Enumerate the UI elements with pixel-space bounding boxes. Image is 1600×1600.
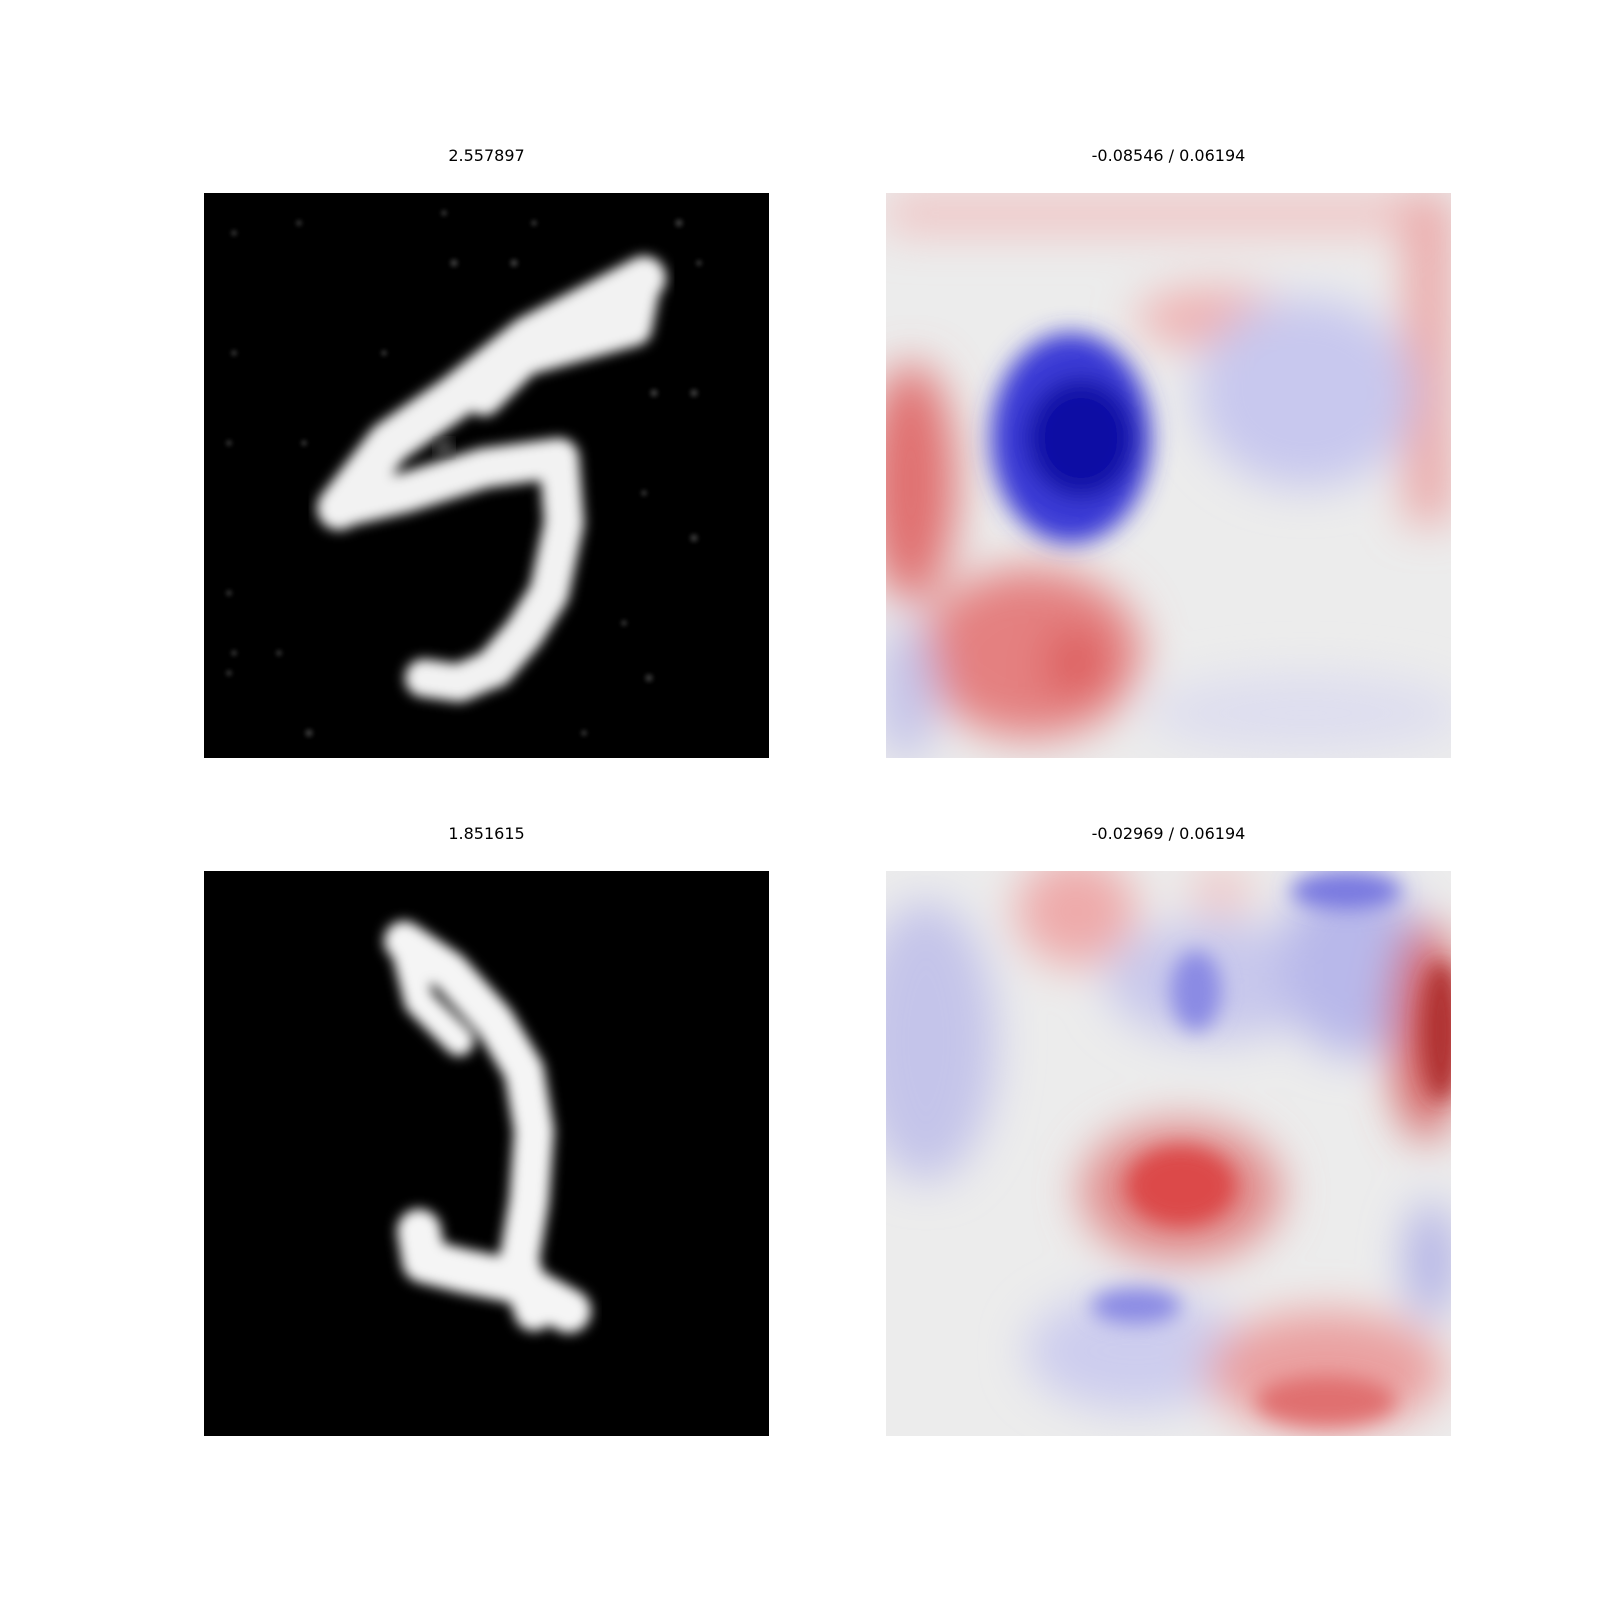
digit-five-graphic — [226, 210, 702, 737]
panel-title-bottom-right: -0.02969 / 0.06194 — [1091, 824, 1246, 843]
digit-image-five — [204, 193, 769, 758]
panel-title-bottom-left: 1.851615 — [448, 824, 525, 843]
heatmap-bottom-graphic — [886, 871, 1451, 1431]
panel-title-top-left: 2.557897 — [448, 146, 525, 165]
panel-title-top-right: -0.08546 / 0.06194 — [1091, 146, 1246, 165]
heatmap-top-graphic — [886, 193, 1451, 758]
saliency-heatmap-bottom — [886, 871, 1451, 1436]
digit-image-one — [204, 871, 769, 1436]
digit-one-graphic — [384, 921, 591, 1333]
saliency-heatmap-top — [886, 193, 1451, 758]
